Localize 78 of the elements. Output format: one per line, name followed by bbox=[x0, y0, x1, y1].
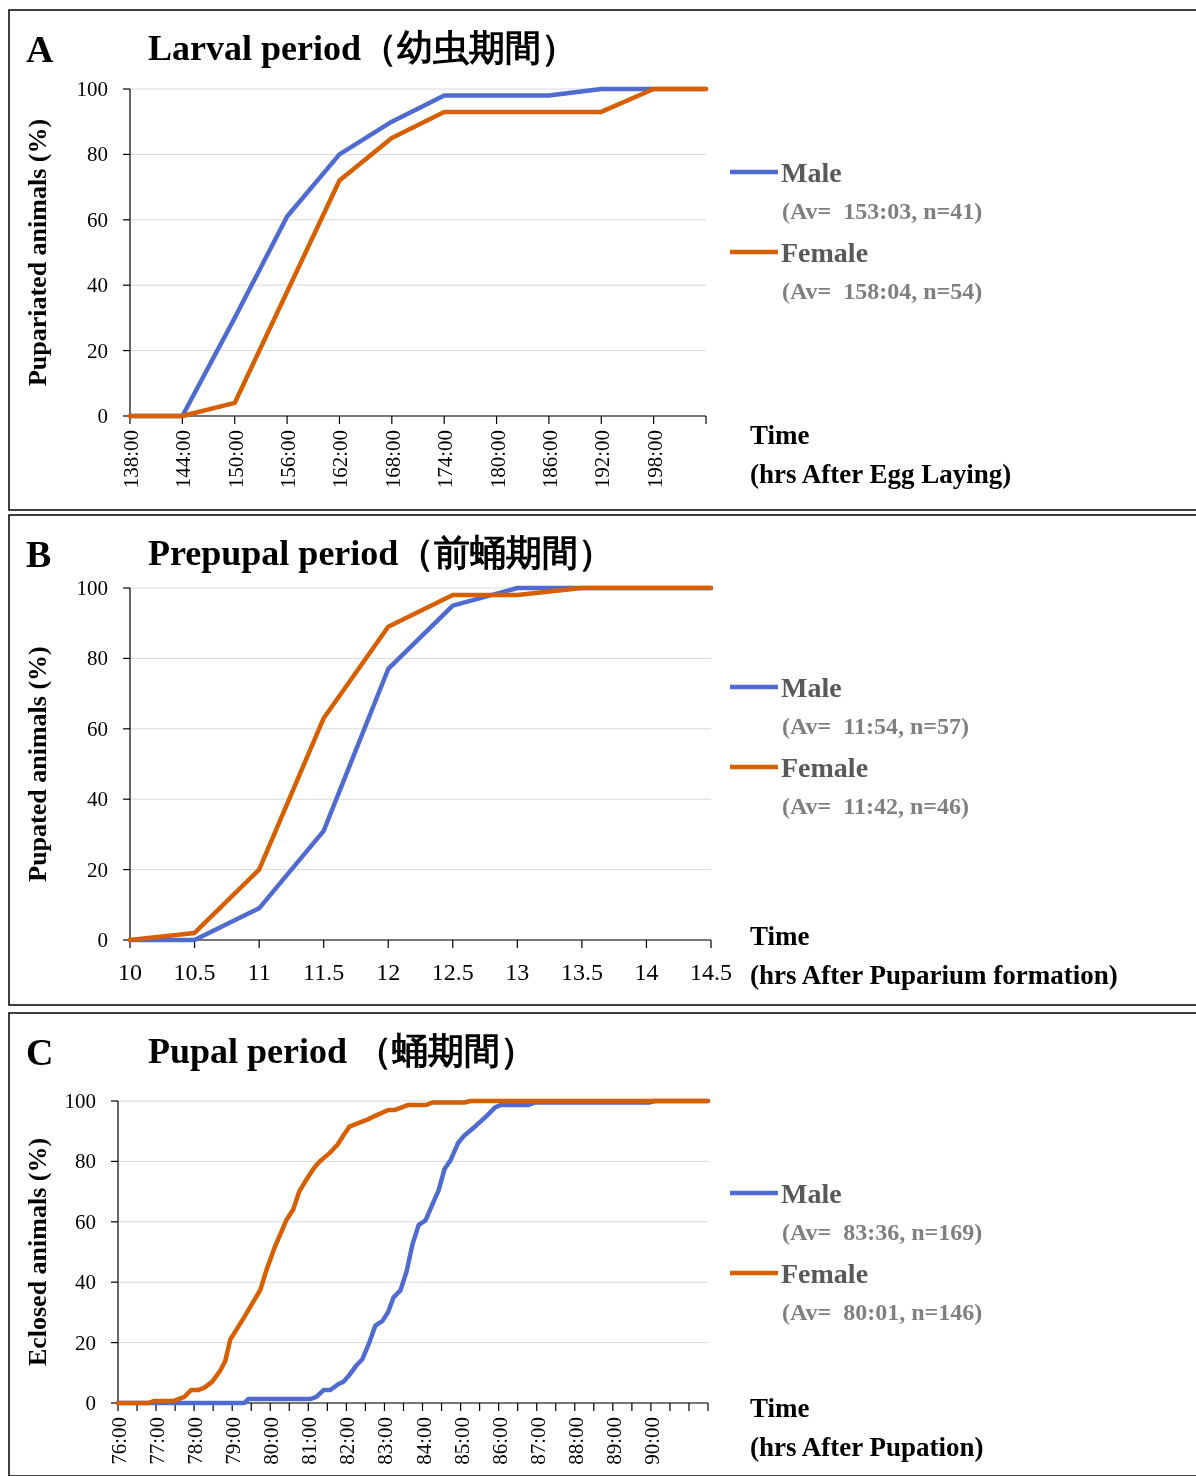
y-tick-label: 100 bbox=[64, 1089, 96, 1113]
y-tick-label: 80 bbox=[87, 646, 108, 671]
y-axis-title: Eclosed animals (%) bbox=[23, 1137, 52, 1367]
y-tick-label: 40 bbox=[87, 273, 108, 298]
x-axis-title: Time (hrs After Pupation) bbox=[750, 1393, 984, 1462]
x-tick-label: 85:00 bbox=[449, 1417, 474, 1465]
y-tick-label: 100 bbox=[76, 77, 108, 101]
y-tick-label: 40 bbox=[87, 787, 108, 812]
y-tick-label: 40 bbox=[75, 1270, 96, 1295]
x-tick-label: 162:00 bbox=[328, 430, 353, 489]
x-tick-label: 198:00 bbox=[642, 430, 667, 489]
y-tick-label: 80 bbox=[75, 1149, 96, 1174]
y-tick-label: 20 bbox=[75, 1330, 96, 1355]
text: A bbox=[26, 28, 54, 70]
legend-label: Male bbox=[781, 1178, 842, 1209]
text: (Av= 11:54, n=57) bbox=[782, 713, 969, 739]
text: (Av= 158:04, n=54) bbox=[782, 278, 983, 304]
legend-label: Male bbox=[781, 157, 842, 188]
y-tick-label: 20 bbox=[87, 857, 108, 882]
text: C bbox=[26, 1031, 54, 1073]
x-axis-title: Time (hrs After Egg Laying) bbox=[750, 420, 1012, 489]
x-tick-label: 14 bbox=[634, 959, 659, 985]
chart-title: Prepupal period（前蛹期間） bbox=[148, 533, 615, 573]
x-tick-label: 89:00 bbox=[601, 1417, 626, 1465]
x-tick-label: 174:00 bbox=[433, 430, 458, 489]
text: (Av= 153:03, n=41) bbox=[782, 198, 983, 224]
x-tick-label: 13.5 bbox=[560, 959, 603, 985]
x-tick-label: 78:00 bbox=[183, 1417, 208, 1465]
x-tick-label: 180:00 bbox=[485, 430, 510, 489]
x-tick-label: 88:00 bbox=[563, 1417, 588, 1465]
x-tick-label: 14.5 bbox=[690, 959, 732, 985]
x-tick-label: 79:00 bbox=[221, 1417, 246, 1465]
chart-title: Pupal period （蛹期間） bbox=[148, 1031, 537, 1071]
text: (Av= 83:36, n=169) bbox=[782, 1219, 983, 1245]
text: B bbox=[26, 533, 52, 575]
x-tick-label: 87:00 bbox=[525, 1417, 550, 1465]
legend-label: Female bbox=[781, 1258, 869, 1289]
y-tick-label: 60 bbox=[87, 207, 108, 232]
y-tick-label: 0 bbox=[97, 928, 108, 952]
x-tick-label: 150:00 bbox=[223, 430, 248, 489]
x-axis-title: Time (hrs After Puparium formation) bbox=[750, 921, 1118, 990]
y-tick-label: 80 bbox=[87, 142, 108, 167]
x-tick-label: 84:00 bbox=[411, 1417, 436, 1465]
y-tick-label: 60 bbox=[87, 716, 108, 741]
x-tick-label: 82:00 bbox=[335, 1417, 360, 1465]
x-tick-label: 13 bbox=[505, 959, 530, 985]
x-tick-label: 80:00 bbox=[259, 1417, 284, 1465]
x-tick-label: 12.5 bbox=[431, 959, 474, 985]
x-tick-label: 10 bbox=[118, 959, 142, 985]
chart-title: Larval period（幼虫期間） bbox=[148, 28, 577, 68]
y-tick-label: 100 bbox=[76, 576, 108, 600]
x-tick-label: 81:00 bbox=[297, 1417, 322, 1465]
x-tick-label: 11 bbox=[247, 959, 271, 985]
legend-label: Female bbox=[781, 237, 869, 268]
legend-label: Male bbox=[781, 672, 842, 703]
x-tick-label: 76:00 bbox=[107, 1417, 131, 1465]
y-axis-title: Pupated animals (%) bbox=[23, 646, 52, 882]
x-tick-label: 138:00 bbox=[119, 430, 143, 489]
x-tick-label: 156:00 bbox=[276, 430, 301, 489]
y-tick-label: 0 bbox=[97, 404, 108, 428]
x-tick-label: 186:00 bbox=[537, 430, 562, 489]
x-tick-label: 11.5 bbox=[303, 959, 345, 985]
x-tick-label: 90:00 bbox=[639, 1417, 664, 1465]
y-axis-title: Pupariated animals (%) bbox=[23, 118, 52, 387]
text: (Av= 11:42, n=46) bbox=[782, 793, 969, 819]
text: (Av= 80:01, n=146) bbox=[782, 1299, 983, 1325]
x-tick-label: 12 bbox=[376, 959, 401, 985]
x-tick-label: 10.5 bbox=[173, 959, 216, 985]
x-tick-label: 83:00 bbox=[373, 1417, 398, 1465]
x-tick-label: 192:00 bbox=[590, 430, 615, 489]
x-tick-label: 168:00 bbox=[380, 430, 405, 489]
y-tick-label: 0 bbox=[85, 1391, 96, 1415]
x-tick-label: 86:00 bbox=[487, 1417, 512, 1465]
legend-label: Female bbox=[781, 752, 869, 783]
y-tick-label: 20 bbox=[87, 338, 108, 363]
x-tick-label: 77:00 bbox=[145, 1417, 170, 1465]
y-tick-label: 60 bbox=[75, 1209, 96, 1234]
x-tick-label: 144:00 bbox=[171, 430, 196, 489]
